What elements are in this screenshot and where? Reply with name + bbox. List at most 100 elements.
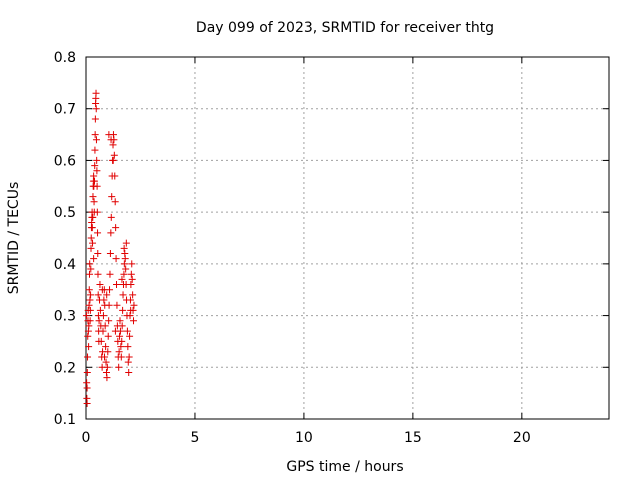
data-point bbox=[85, 322, 93, 330]
data-point bbox=[103, 363, 111, 371]
data-point bbox=[117, 353, 125, 361]
data-point bbox=[127, 270, 135, 278]
data-point bbox=[97, 337, 105, 345]
data-point bbox=[94, 229, 102, 237]
data-point bbox=[89, 193, 97, 201]
data-point bbox=[125, 368, 133, 376]
data-point bbox=[89, 213, 97, 221]
data-point bbox=[95, 317, 103, 325]
data-point bbox=[92, 105, 100, 113]
data-point bbox=[87, 244, 95, 252]
data-point bbox=[102, 358, 110, 366]
data-point bbox=[105, 131, 113, 139]
data-point bbox=[101, 353, 109, 361]
data-point bbox=[92, 89, 100, 97]
data-point bbox=[128, 260, 136, 268]
data-point bbox=[99, 327, 107, 335]
y-tick-label: 0.7 bbox=[54, 102, 76, 118]
data-point bbox=[90, 255, 98, 263]
grid bbox=[86, 57, 609, 419]
data-point bbox=[122, 265, 130, 273]
data-point bbox=[86, 317, 94, 325]
y-tick-label: 0.5 bbox=[54, 205, 76, 221]
data-point bbox=[83, 384, 91, 392]
data-point bbox=[118, 337, 126, 345]
data-point bbox=[129, 291, 137, 299]
data-point bbox=[93, 167, 101, 175]
data-points bbox=[82, 89, 138, 407]
data-point bbox=[104, 348, 112, 356]
data-point bbox=[126, 332, 134, 340]
data-point bbox=[112, 224, 120, 232]
data-point bbox=[90, 177, 98, 185]
data-point bbox=[120, 244, 128, 252]
data-point bbox=[113, 281, 121, 289]
data-point bbox=[94, 291, 102, 299]
y-tick-label: 0.2 bbox=[54, 360, 76, 376]
data-point bbox=[127, 281, 135, 289]
data-point bbox=[105, 317, 113, 325]
x-tick-label: 10 bbox=[295, 430, 313, 446]
data-point bbox=[124, 343, 132, 351]
x-tick-label: 5 bbox=[190, 430, 199, 446]
x-tick-label: 0 bbox=[82, 430, 91, 446]
x-axis-label: GPS time / hours bbox=[286, 459, 403, 475]
data-point bbox=[106, 250, 114, 258]
data-point bbox=[103, 374, 111, 382]
data-point bbox=[107, 229, 115, 237]
data-point bbox=[94, 250, 102, 258]
data-point bbox=[86, 296, 94, 304]
data-point bbox=[112, 255, 120, 263]
data-point bbox=[89, 239, 97, 247]
data-point bbox=[128, 275, 136, 283]
data-point bbox=[124, 358, 132, 366]
data-point bbox=[91, 115, 99, 123]
data-point bbox=[120, 270, 128, 278]
data-point bbox=[93, 208, 101, 216]
data-point bbox=[92, 136, 100, 144]
data-point bbox=[85, 343, 93, 351]
data-point bbox=[86, 260, 94, 268]
data-point bbox=[119, 306, 127, 314]
plot-frame bbox=[85, 56, 610, 420]
data-point bbox=[118, 322, 126, 330]
data-point bbox=[100, 296, 108, 304]
data-point bbox=[87, 234, 95, 242]
data-point bbox=[83, 368, 91, 376]
data-point bbox=[119, 291, 127, 299]
data-point bbox=[82, 312, 90, 320]
data-point bbox=[91, 146, 99, 154]
data-point bbox=[98, 286, 106, 294]
data-point bbox=[126, 312, 134, 320]
data-point bbox=[88, 224, 96, 232]
data-point bbox=[106, 270, 114, 278]
y-tick-label: 0.6 bbox=[54, 153, 76, 169]
y-tick-label: 0.8 bbox=[54, 50, 76, 66]
data-point bbox=[127, 306, 135, 314]
data-point bbox=[111, 327, 119, 335]
data-point bbox=[121, 255, 129, 263]
y-axis-label: SRMTID / TECUs bbox=[6, 182, 22, 295]
data-point bbox=[102, 343, 110, 351]
data-point bbox=[130, 301, 138, 309]
data-point bbox=[113, 301, 121, 309]
data-point bbox=[84, 353, 92, 361]
data-point bbox=[87, 291, 95, 299]
axis-ticks: 0.1 0.2 0.3 0.4 0.5 0.6 0.7 0.8 0 5 10 15 20 bbox=[54, 50, 609, 446]
data-point bbox=[116, 332, 124, 340]
data-point bbox=[90, 198, 98, 206]
data-point bbox=[106, 286, 114, 294]
data-point bbox=[110, 151, 118, 159]
data-point bbox=[116, 317, 124, 325]
data-point bbox=[115, 348, 123, 356]
data-point bbox=[123, 327, 131, 335]
y-tick-label: 0.3 bbox=[54, 309, 76, 325]
data-point bbox=[105, 301, 113, 309]
data-point bbox=[130, 317, 138, 325]
x-tick-label: 15 bbox=[404, 430, 422, 446]
data-point bbox=[104, 332, 112, 340]
y-tick-label: 0.1 bbox=[54, 412, 76, 428]
data-point bbox=[83, 399, 91, 407]
data-point bbox=[93, 156, 101, 164]
data-point bbox=[93, 182, 101, 190]
